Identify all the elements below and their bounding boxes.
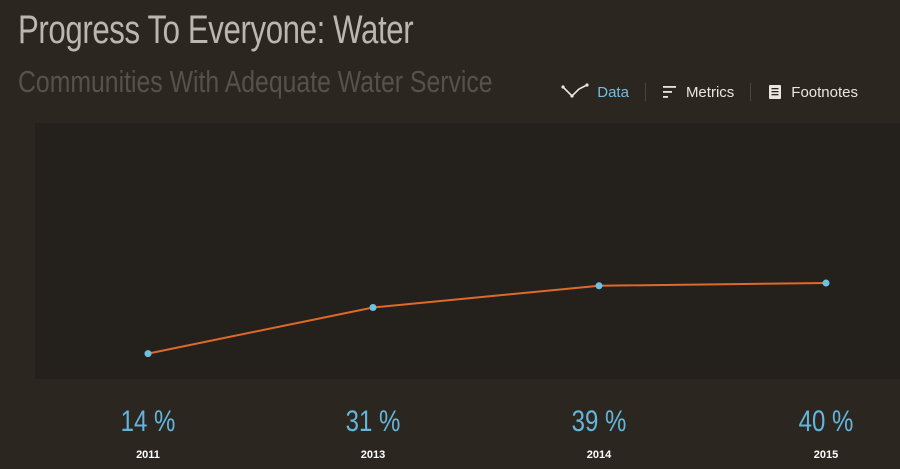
value-column-2011: 14 % 2011 [88, 405, 208, 462]
value-column-2013: 31 % 2013 [313, 405, 433, 462]
x-tick-label-2011: 2011 [136, 449, 160, 461]
data-point-2014[interactable] [595, 282, 603, 290]
tab-divider [750, 83, 752, 101]
value-column-2014: 39 % 2014 [539, 405, 659, 462]
data-label-2013: 31 % [345, 405, 401, 438]
metrics-icon [662, 84, 678, 100]
x-tick-label-2013: 2013 [360, 449, 386, 461]
value-labels: 14 % 2011 31 % 2013 39 % 2014 40 % 2015 [0, 405, 900, 465]
tab-footnotes-label: Footnotes [791, 83, 858, 101]
x-tick-label-2014: 2014 [586, 449, 612, 461]
tab-metrics-label: Metrics [685, 83, 735, 101]
value-column-2015: 40 % 2015 [766, 405, 886, 462]
data-label-2011: 14 % [120, 405, 176, 438]
footnotes-icon [767, 84, 783, 100]
data-label-2015: 40 % [798, 405, 854, 438]
tab-data-label: Data [597, 83, 629, 101]
line-chart-icon [561, 83, 589, 101]
data-point-2015[interactable] [822, 279, 830, 287]
data-point-2013[interactable] [369, 303, 377, 311]
tab-metrics[interactable]: Metrics [662, 84, 734, 101]
tab-footnotes[interactable]: Footnotes [767, 84, 858, 101]
tab-data[interactable]: Data [561, 83, 629, 101]
series-line [147, 282, 827, 355]
plot-area [35, 123, 900, 379]
chart-title: Progress To Everyone: Water [18, 8, 414, 52]
chart-subtitle: Communities With Adequate Water Service [18, 64, 493, 99]
x-tick-label-2015: 2015 [813, 449, 839, 461]
tab-divider [644, 83, 646, 101]
data-point-2011[interactable] [144, 350, 152, 358]
data-label-2014: 39 % [571, 405, 627, 438]
view-tabs: Data Metrics Footnotes [561, 80, 858, 104]
line-chart [144, 279, 830, 358]
